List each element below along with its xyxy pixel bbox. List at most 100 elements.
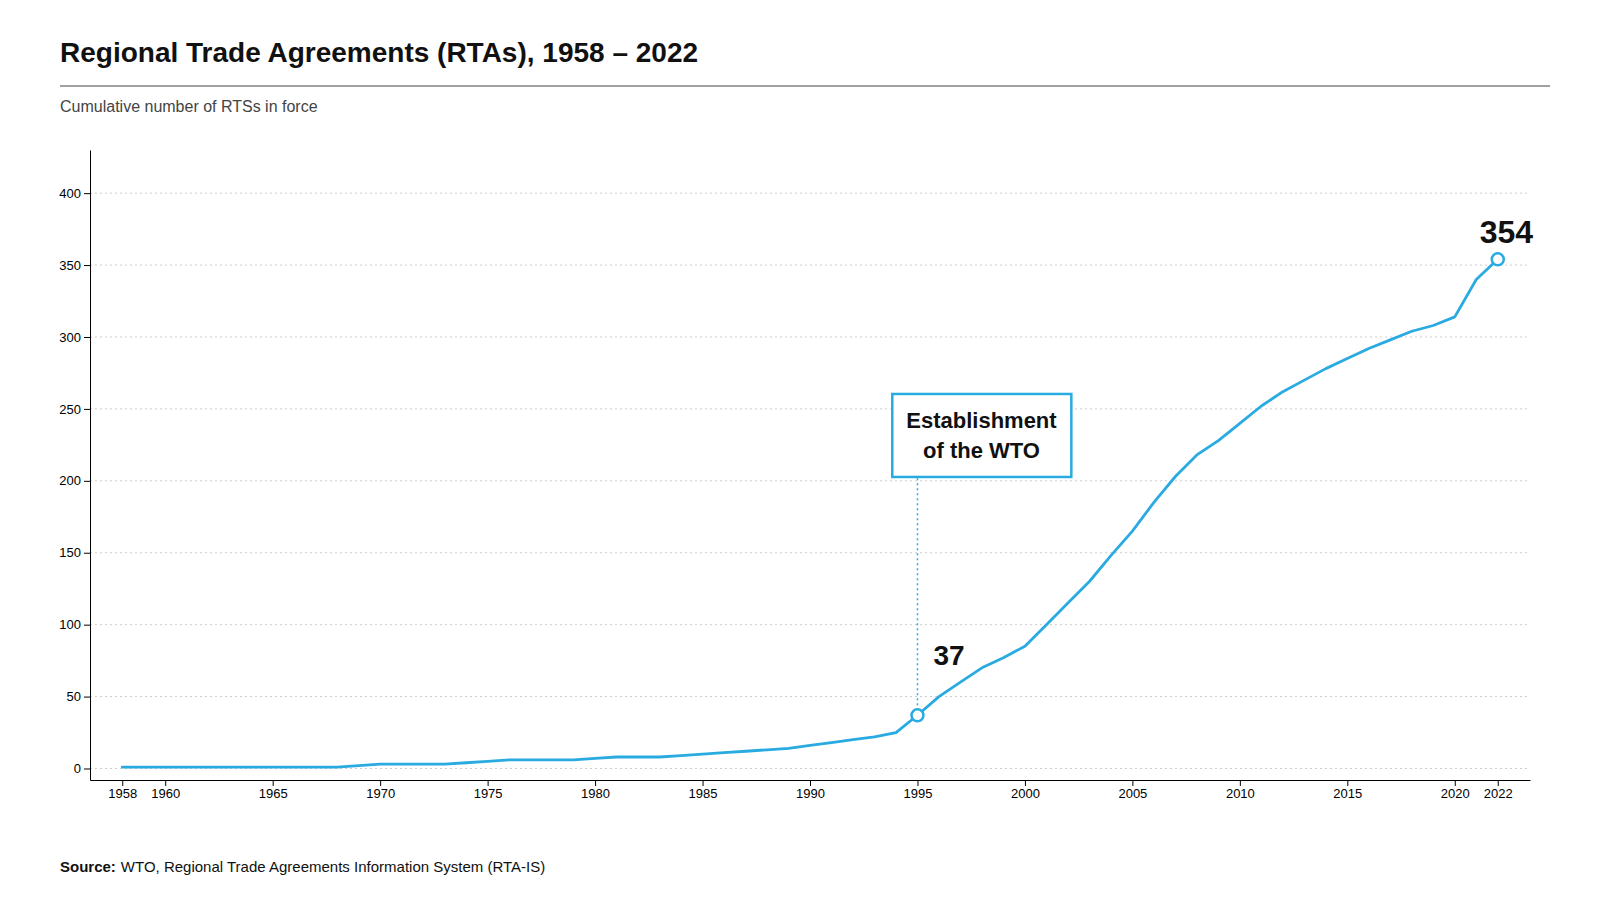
y-tick: 150 (59, 545, 90, 560)
x-tick-mark (122, 780, 123, 786)
x-tick-mark (1025, 780, 1026, 786)
y-tick-mark (84, 481, 90, 482)
y-tick-mark (84, 409, 90, 410)
x-tick-mark (1132, 780, 1133, 786)
y-tick-label: 350 (59, 258, 81, 273)
y-tick: 50 (67, 689, 90, 704)
y-tick-label: 400 (59, 186, 81, 201)
y-tick: 300 (59, 330, 90, 345)
y-tick: 350 (59, 258, 90, 273)
x-tick-label: 1970 (366, 786, 395, 801)
x-tick-mark (1498, 780, 1499, 786)
x-tick-mark (595, 780, 596, 786)
x-tick-mark (703, 780, 704, 786)
x-tick-label: 1990 (796, 786, 825, 801)
annotation-text: Establishment of the WTO (906, 408, 1057, 463)
x-tick: 2020 (1441, 780, 1470, 801)
y-tick-mark (84, 193, 90, 194)
x-tick-label: 1980 (581, 786, 610, 801)
annotation-line: Establishment (906, 408, 1057, 433)
x-tick-mark (1347, 780, 1348, 786)
grid-line (90, 336, 1530, 337)
y-tick-mark (84, 768, 90, 769)
x-tick-label: 1975 (474, 786, 503, 801)
highlight-point (1492, 253, 1504, 265)
x-tick-mark (1240, 780, 1241, 786)
x-tick-label: 1965 (259, 786, 288, 801)
x-tick: 1980 (581, 780, 610, 801)
y-tick: 250 (59, 402, 90, 417)
x-tick-mark (273, 780, 274, 786)
y-tick-label: 50 (67, 689, 81, 704)
annotation-line: of the WTO (923, 438, 1040, 463)
x-tick-mark (1455, 780, 1456, 786)
point-label: 37 (933, 640, 964, 671)
grid (90, 193, 1530, 768)
x-axis: 1958 1960 1965 1970 1975 1980 1985 1990 1995 2000… (91, 780, 1531, 801)
source-label: Source: (60, 858, 116, 875)
x-tick: 2015 (1333, 780, 1362, 801)
x-tick: 2010 (1226, 780, 1255, 801)
x-tick-label: 2010 (1226, 786, 1255, 801)
grid-line (90, 696, 1530, 697)
y-tick-mark (84, 337, 90, 338)
x-tick-label: 2005 (1118, 786, 1147, 801)
x-tick: 2005 (1118, 780, 1147, 801)
chart: Regional Trade Agreements (RTAs), 1958 –… (0, 0, 1600, 900)
y-tick-mark (84, 697, 90, 698)
point-label: 354 (1480, 214, 1534, 250)
source-text: WTO, Regional Trade Agreements Informati… (121, 858, 545, 875)
x-tick: 1970 (366, 780, 395, 801)
x-tick: 1990 (796, 780, 825, 801)
x-tick-label: 2022 (1484, 786, 1513, 801)
grid-line (90, 408, 1530, 409)
source: Source: WTO, Regional Trade Agreements In… (60, 858, 545, 875)
y-axis: 0 50 100 150 200 250 300 350 400 (59, 151, 90, 781)
y-tick-label: 200 (59, 473, 81, 488)
x-tick-label: 1995 (904, 786, 933, 801)
x-tick: 1965 (259, 780, 288, 801)
highlight-points (911, 253, 1503, 721)
y-tick: 0 (74, 761, 90, 776)
y-tick-mark (84, 553, 90, 554)
y-axis-line (90, 151, 91, 781)
x-tick-mark (380, 780, 381, 786)
y-tick-label: 150 (59, 545, 81, 560)
grid-line (90, 552, 1530, 553)
annotation-box (892, 394, 1071, 477)
y-tick-mark (84, 625, 90, 626)
y-tick-mark (84, 265, 90, 266)
title: Regional Trade Agreements (RTAs), 1958 –… (60, 37, 698, 68)
y-tick-label: 300 (59, 330, 81, 345)
title-rule (60, 85, 1550, 86)
x-tick: 1960 (151, 780, 180, 801)
x-tick-label: 2015 (1333, 786, 1362, 801)
y-tick: 400 (59, 186, 90, 201)
x-tick-mark (917, 780, 918, 786)
x-tick-label: 1960 (151, 786, 180, 801)
grid-line (90, 624, 1530, 625)
x-tick-label: 2020 (1441, 786, 1470, 801)
x-tick-label: 1958 (108, 786, 137, 801)
plot-area (122, 259, 1498, 767)
highlight-point (911, 709, 923, 721)
annotation-connector (917, 477, 919, 715)
y-tick-label: 0 (74, 761, 81, 776)
y-tick: 100 (59, 617, 90, 632)
y-tick-label: 250 (59, 402, 81, 417)
x-tick-label: 2000 (1011, 786, 1040, 801)
subtitle: Cumulative number of RTSs in force (60, 98, 318, 115)
x-tick: 1975 (474, 780, 503, 801)
point-labels: 37 354 (933, 214, 1533, 671)
x-tick-mark (488, 780, 489, 786)
y-tick: 200 (59, 473, 90, 488)
annotation: Establishment of the WTO (892, 394, 1071, 715)
grid-line (90, 193, 1530, 194)
x-tick: 1958 (108, 780, 137, 801)
grid-line (90, 265, 1530, 266)
x-tick: 2022 (1484, 780, 1513, 801)
x-tick: 2000 (1011, 780, 1040, 801)
x-tick-mark (810, 780, 811, 786)
y-tick-label: 100 (59, 617, 81, 632)
x-tick: 1985 (689, 780, 718, 801)
